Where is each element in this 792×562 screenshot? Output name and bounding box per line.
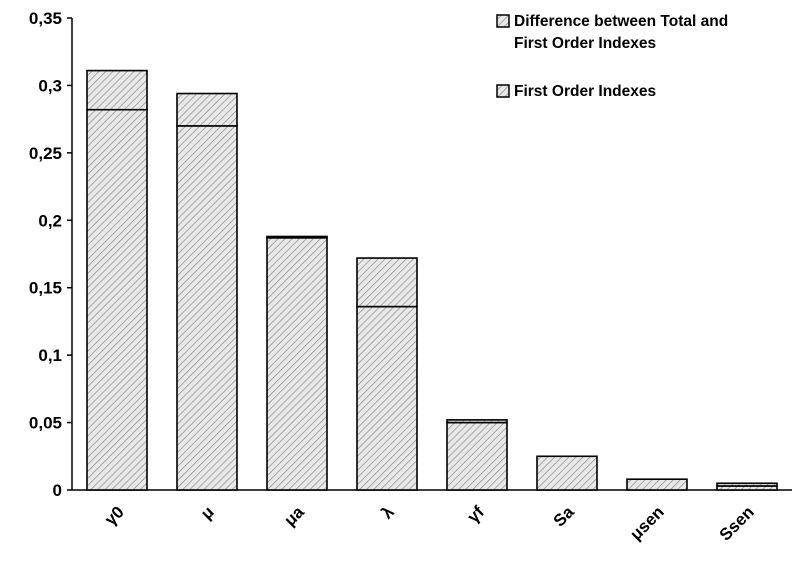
bars xyxy=(86,69,778,491)
y-tick-label: 0 xyxy=(53,481,62,500)
legend-label: First Order Indexes xyxy=(514,83,656,100)
x-category-label: γ0 xyxy=(101,502,128,529)
legend-swatch xyxy=(496,14,510,28)
legend-label: Difference between Total and xyxy=(514,13,728,30)
bar-segment-difference xyxy=(86,69,148,111)
bar-segment-difference xyxy=(266,235,328,239)
y-tick-label: 0,25 xyxy=(29,144,62,163)
bar-segment-difference xyxy=(626,478,688,491)
bar-segment-difference xyxy=(356,257,418,308)
x-category-label: λ xyxy=(378,502,399,523)
bar-segment-difference xyxy=(176,92,238,127)
x-category-label: Sa xyxy=(550,502,579,531)
y-tick-label: 0,3 xyxy=(38,76,62,95)
axes xyxy=(67,17,792,491)
y-tick-label: 0,1 xyxy=(38,346,62,365)
x-category-label: Ssen xyxy=(716,502,758,544)
y-axis-tick-labels: 0 0,05 0,1 0,15 0,2 0,25 0,3 0,35 xyxy=(29,9,62,500)
x-axis-category-labels: γ0 μ μa λ γf Sa μsen Ssen xyxy=(101,502,758,545)
y-tick-label: 0,15 xyxy=(29,279,62,298)
bar-segment-first-order xyxy=(446,421,508,491)
x-category-label: μ xyxy=(197,502,218,523)
bar-segment-difference xyxy=(716,482,778,487)
legend: Difference between Total and First Order … xyxy=(496,13,728,100)
bar-segment-first-order xyxy=(86,108,148,491)
bar-segment-first-order xyxy=(176,125,238,491)
bar-segment-difference xyxy=(536,455,598,491)
x-category-label: μa xyxy=(280,502,308,530)
x-category-label: μsen xyxy=(626,502,668,544)
bar-segment-first-order xyxy=(356,305,418,491)
y-tick-label: 0,05 xyxy=(29,414,62,433)
legend-label: First Order Indexes xyxy=(514,35,656,52)
y-tick-label: 0,35 xyxy=(29,9,62,28)
bar-segment-first-order xyxy=(266,237,328,491)
y-tick-label: 0,2 xyxy=(38,211,62,230)
bar-segment-difference xyxy=(446,419,508,424)
x-category-label: γf xyxy=(464,502,488,526)
legend-swatch xyxy=(496,84,510,98)
